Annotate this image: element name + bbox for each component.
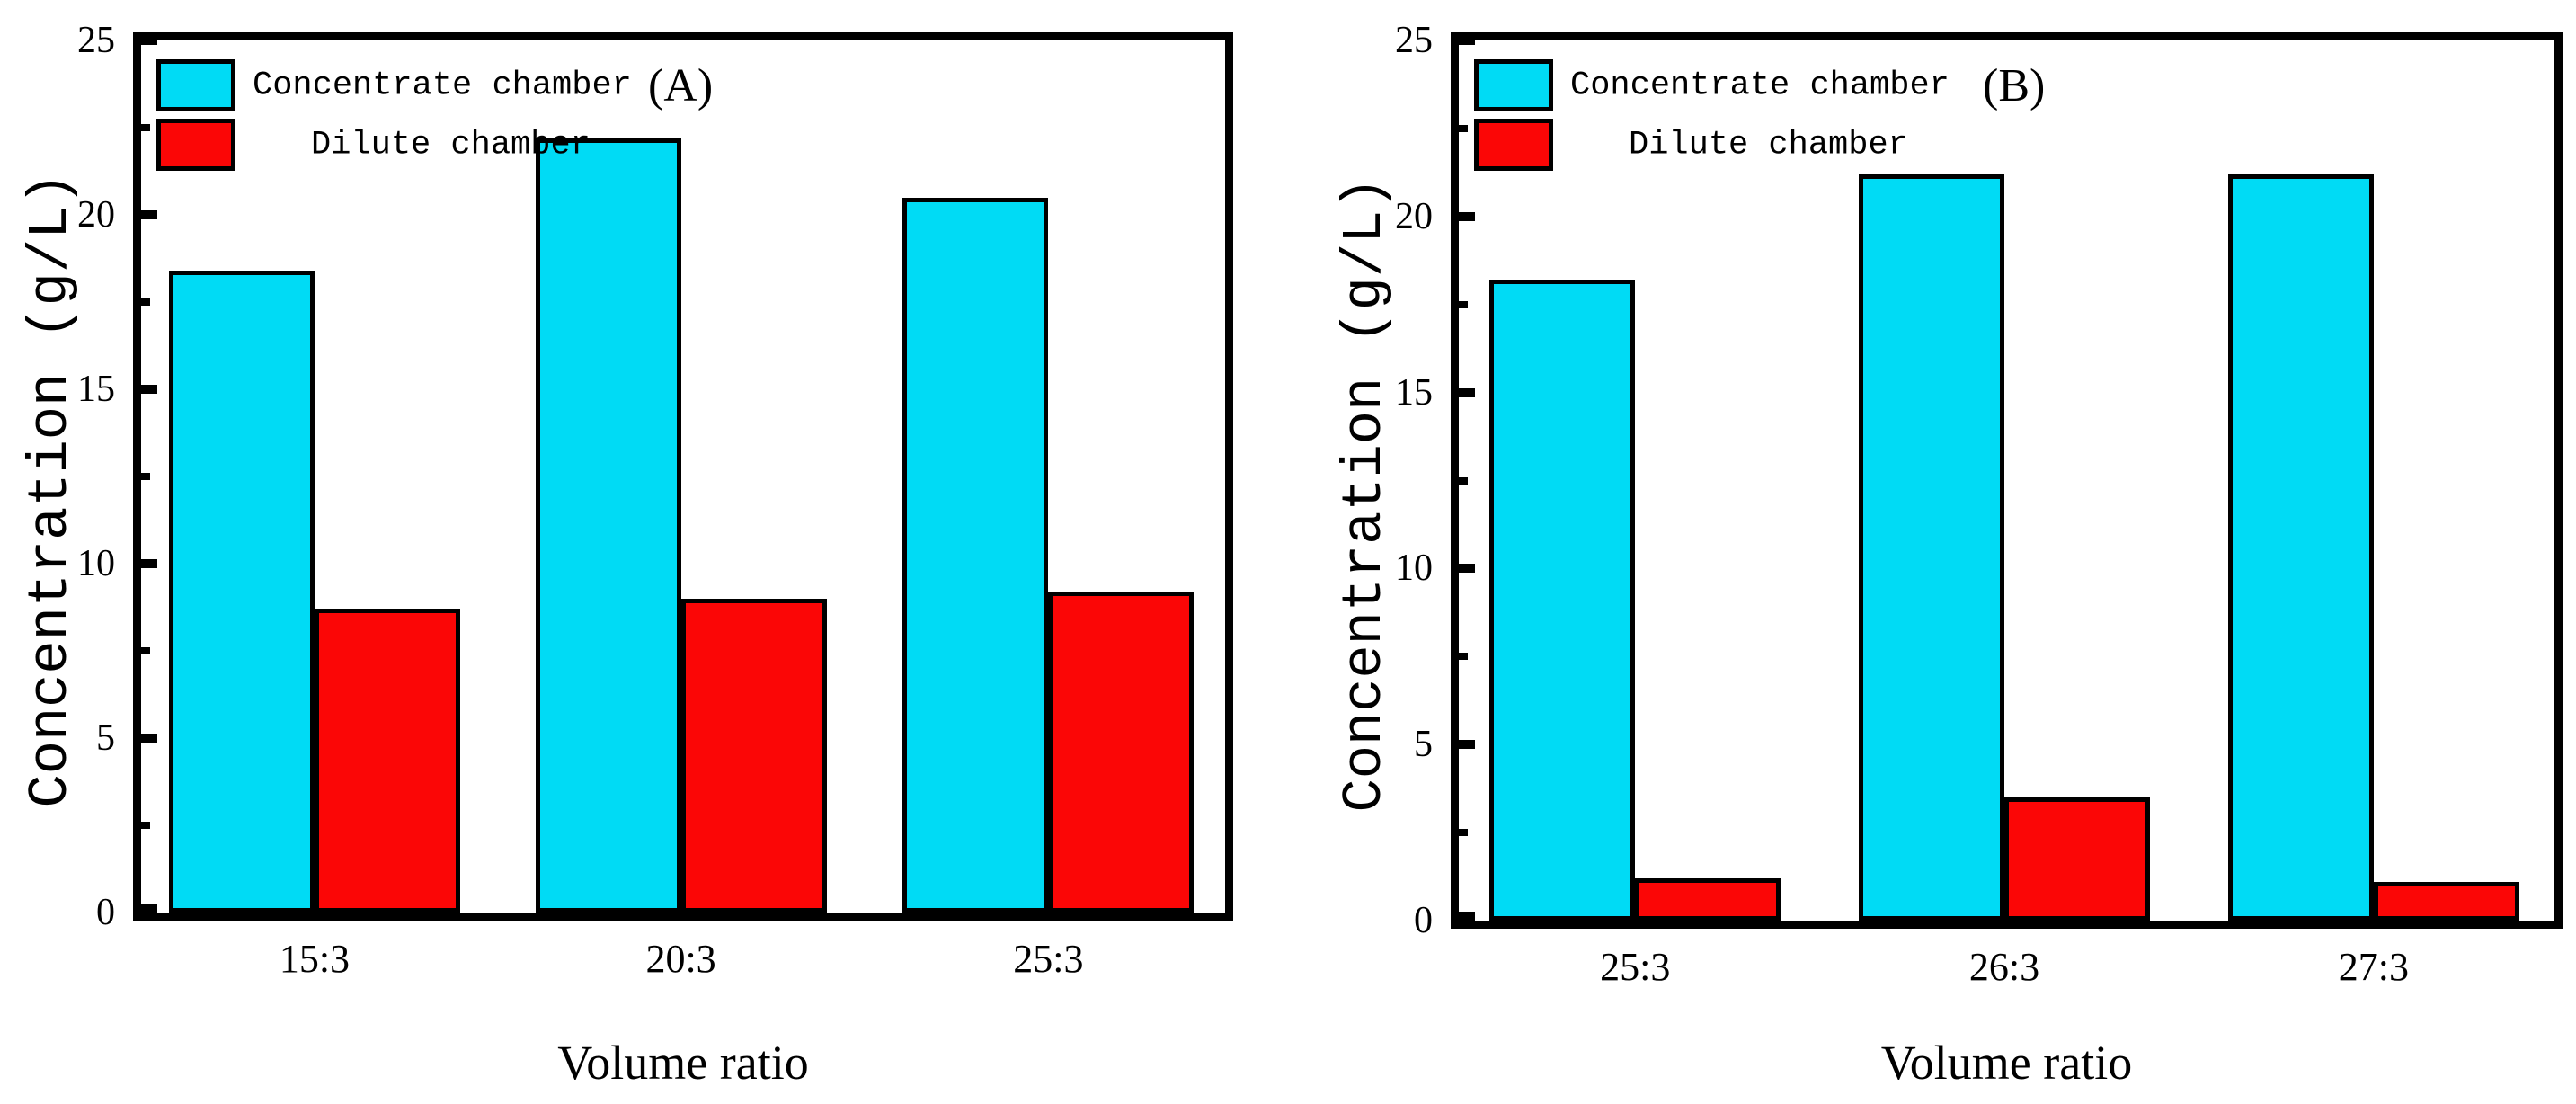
bar-dilute-chamber-a-3 (1048, 592, 1195, 913)
legend-swatch-concentrate (156, 59, 235, 111)
x-axis-title-b: Volume ratio (1880, 1036, 2133, 1090)
x-axis-title-a: Volume ratio (557, 1036, 809, 1090)
y-axis-tick-label: 5 (1414, 724, 1433, 766)
bar-concentrate-chamber-a-1 (168, 271, 315, 913)
bar-concentrate-chamber-b-1 (1489, 280, 1636, 921)
y-axis-tick-label: 25 (77, 20, 115, 61)
y-axis-tick-label: 5 (96, 717, 115, 759)
bar-dilute-chamber-a-1 (314, 609, 460, 913)
y-axis-major-tick (141, 904, 157, 913)
x-axis-category-label: 27:3 (2338, 945, 2409, 989)
x-axis-tick (676, 895, 686, 913)
y-axis-major-tick (1459, 387, 1475, 397)
y-axis-title-b: Concentration (g/L) (1333, 176, 1397, 812)
bar-dilute-chamber-a-2 (680, 598, 827, 913)
legend-label-concentrate: Concentrate chamber (1570, 67, 1950, 105)
x-axis-category-label: 26:3 (1968, 945, 2040, 989)
x-axis-tick (1044, 895, 1053, 913)
x-axis-category-label: 25:3 (1600, 945, 1671, 989)
y-axis-major-tick (1459, 564, 1475, 574)
x-axis-tick (2368, 903, 2378, 921)
y-axis-major-tick (141, 210, 157, 219)
bar-dilute-chamber-b-3 (2373, 881, 2519, 921)
y-axis-minor-tick (141, 298, 150, 306)
bar-dilute-chamber-b-2 (2004, 797, 2151, 921)
legend-swatch-concentrate (1474, 59, 1553, 111)
x-axis-category-label: 20:3 (645, 937, 716, 981)
y-axis-major-tick (141, 734, 157, 743)
y-axis-tick-label: 0 (1414, 900, 1433, 941)
legend-label-dilute: Dilute chamber (1629, 126, 1908, 165)
y-axis-tick-label: 20 (1395, 195, 1433, 237)
y-axis-tick-label: 0 (96, 892, 115, 933)
y-axis-tick-label: 25 (1395, 20, 1433, 61)
y-axis-major-tick (1459, 912, 1475, 921)
y-axis-minor-tick (1459, 300, 1468, 308)
y-axis-major-tick (141, 385, 157, 394)
x-axis-tick (2000, 903, 2010, 921)
y-axis-minor-tick (1459, 124, 1468, 132)
x-axis-tick (309, 895, 319, 913)
x-axis-category-label: 15:3 (279, 937, 351, 981)
legend-label-concentrate: Concentrate chamber (253, 67, 632, 105)
y-axis-major-tick (1459, 740, 1475, 750)
bar-concentrate-chamber-b-3 (2227, 174, 2374, 921)
y-axis-title-a: Concentration (g/L) (19, 172, 83, 808)
y-axis-minor-tick (141, 473, 150, 480)
y-axis-tick-label: 10 (77, 543, 115, 584)
y-axis-minor-tick (141, 822, 150, 829)
legend-swatch-dilute (1474, 119, 1553, 171)
x-axis-category-label: 25:3 (1013, 937, 1084, 981)
panel-label-a: (A) (648, 60, 714, 111)
y-axis-tick-label: 15 (77, 369, 115, 410)
y-axis-minor-tick (141, 647, 150, 654)
x-axis-tick (1630, 903, 1640, 921)
y-axis-tick-label: 10 (1395, 548, 1433, 590)
bar-concentrate-chamber-a-3 (902, 197, 1049, 913)
y-axis-major-tick (1459, 211, 1475, 221)
legend-label-dilute: Dilute chamber (311, 126, 591, 165)
y-axis-major-tick (141, 559, 157, 568)
legend-swatch-dilute (156, 119, 235, 171)
y-axis-tick-label: 20 (77, 194, 115, 236)
bar-concentrate-chamber-b-2 (1859, 174, 2005, 921)
bar-concentrate-chamber-a-2 (535, 138, 681, 913)
y-axis-major-tick (1459, 36, 1475, 45)
y-axis-tick-label: 15 (1395, 371, 1433, 414)
y-axis-major-tick (141, 36, 157, 45)
y-axis-minor-tick (1459, 653, 1468, 661)
plot-area-b (1451, 32, 2563, 929)
y-axis-minor-tick (1459, 476, 1468, 485)
bar-dilute-chamber-b-1 (1635, 878, 1781, 921)
y-axis-minor-tick (141, 124, 150, 131)
y-axis-minor-tick (1459, 829, 1468, 837)
panel-label-b: (B) (1983, 60, 2046, 111)
